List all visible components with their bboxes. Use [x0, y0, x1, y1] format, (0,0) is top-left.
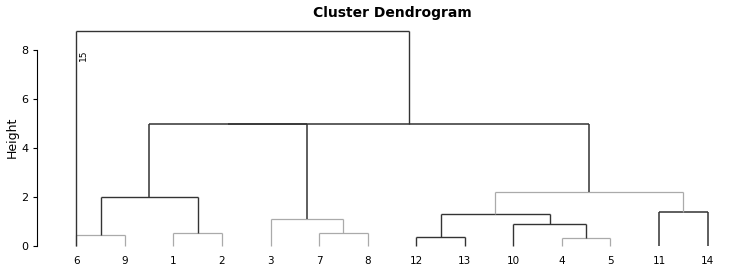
Y-axis label: Height: Height — [5, 116, 19, 158]
Text: 15: 15 — [79, 49, 88, 61]
Title: Cluster Dendrogram: Cluster Dendrogram — [313, 5, 472, 20]
